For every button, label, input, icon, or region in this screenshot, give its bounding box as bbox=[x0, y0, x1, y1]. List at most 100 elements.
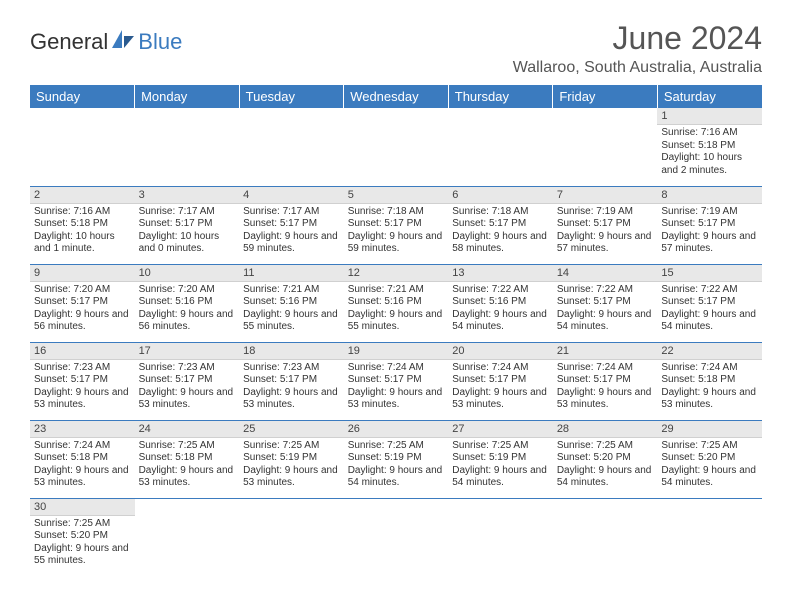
calendar-cell: 21Sunrise: 7:24 AMSunset: 5:17 PMDayligh… bbox=[553, 342, 658, 420]
daylight-text: Daylight: 9 hours and 53 minutes. bbox=[243, 387, 340, 412]
sunset-text: Sunset: 5:17 PM bbox=[139, 218, 236, 231]
sunrise-text: Sunrise: 7:25 AM bbox=[557, 440, 654, 453]
daylight-text: Daylight: 9 hours and 54 minutes. bbox=[348, 465, 445, 490]
day-data: Sunrise: 7:19 AMSunset: 5:17 PMDaylight:… bbox=[657, 204, 762, 260]
day-number-empty bbox=[448, 499, 553, 515]
sunset-text: Sunset: 5:17 PM bbox=[557, 374, 654, 387]
day-data: Sunrise: 7:23 AMSunset: 5:17 PMDaylight:… bbox=[239, 360, 344, 416]
sunrise-text: Sunrise: 7:18 AM bbox=[452, 206, 549, 219]
sunset-text: Sunset: 5:16 PM bbox=[348, 296, 445, 309]
month-title: June 2024 bbox=[513, 20, 762, 57]
day-data: Sunrise: 7:23 AMSunset: 5:17 PMDaylight:… bbox=[30, 360, 135, 416]
calendar-week-row: 9Sunrise: 7:20 AMSunset: 5:17 PMDaylight… bbox=[30, 264, 762, 342]
day-number: 4 bbox=[239, 187, 344, 204]
day-number: 29 bbox=[657, 421, 762, 438]
calendar-cell: 9Sunrise: 7:20 AMSunset: 5:17 PMDaylight… bbox=[30, 264, 135, 342]
day-number: 2 bbox=[30, 187, 135, 204]
calendar-cell bbox=[553, 108, 658, 186]
sunset-text: Sunset: 5:17 PM bbox=[452, 374, 549, 387]
daylight-text: Daylight: 10 hours and 1 minute. bbox=[34, 231, 131, 256]
day-data: Sunrise: 7:25 AMSunset: 5:19 PMDaylight:… bbox=[239, 438, 344, 494]
sunrise-text: Sunrise: 7:20 AM bbox=[139, 284, 236, 297]
sunset-text: Sunset: 5:17 PM bbox=[34, 296, 131, 309]
sunrise-text: Sunrise: 7:25 AM bbox=[452, 440, 549, 453]
sunrise-text: Sunrise: 7:25 AM bbox=[243, 440, 340, 453]
daylight-text: Daylight: 9 hours and 58 minutes. bbox=[452, 231, 549, 256]
daylight-text: Daylight: 9 hours and 53 minutes. bbox=[452, 387, 549, 412]
day-number: 8 bbox=[657, 187, 762, 204]
sunrise-text: Sunrise: 7:22 AM bbox=[557, 284, 654, 297]
day-number-empty bbox=[657, 499, 762, 515]
day-number: 25 bbox=[239, 421, 344, 438]
sunrise-text: Sunrise: 7:17 AM bbox=[243, 206, 340, 219]
weekday-header-row: Sunday Monday Tuesday Wednesday Thursday… bbox=[30, 85, 762, 108]
day-number: 23 bbox=[30, 421, 135, 438]
day-number-empty bbox=[448, 108, 553, 124]
daylight-text: Daylight: 9 hours and 53 minutes. bbox=[348, 387, 445, 412]
calendar-week-row: 23Sunrise: 7:24 AMSunset: 5:18 PMDayligh… bbox=[30, 420, 762, 498]
calendar-cell: 5Sunrise: 7:18 AMSunset: 5:17 PMDaylight… bbox=[344, 186, 449, 264]
calendar-cell bbox=[135, 108, 240, 186]
calendar-cell: 12Sunrise: 7:21 AMSunset: 5:16 PMDayligh… bbox=[344, 264, 449, 342]
day-number: 21 bbox=[553, 343, 658, 360]
calendar-cell: 10Sunrise: 7:20 AMSunset: 5:16 PMDayligh… bbox=[135, 264, 240, 342]
sunset-text: Sunset: 5:20 PM bbox=[557, 452, 654, 465]
daylight-text: Daylight: 9 hours and 53 minutes. bbox=[661, 387, 758, 412]
sunrise-text: Sunrise: 7:16 AM bbox=[661, 127, 758, 140]
calendar-cell: 6Sunrise: 7:18 AMSunset: 5:17 PMDaylight… bbox=[448, 186, 553, 264]
daylight-text: Daylight: 9 hours and 55 minutes. bbox=[34, 543, 131, 568]
calendar-cell: 20Sunrise: 7:24 AMSunset: 5:17 PMDayligh… bbox=[448, 342, 553, 420]
sunset-text: Sunset: 5:19 PM bbox=[348, 452, 445, 465]
day-data: Sunrise: 7:17 AMSunset: 5:17 PMDaylight:… bbox=[135, 204, 240, 260]
day-data: Sunrise: 7:24 AMSunset: 5:17 PMDaylight:… bbox=[553, 360, 658, 416]
sunset-text: Sunset: 5:17 PM bbox=[557, 296, 654, 309]
sunset-text: Sunset: 5:19 PM bbox=[243, 452, 340, 465]
sunset-text: Sunset: 5:17 PM bbox=[348, 218, 445, 231]
sunset-text: Sunset: 5:18 PM bbox=[34, 452, 131, 465]
calendar-cell: 22Sunrise: 7:24 AMSunset: 5:18 PMDayligh… bbox=[657, 342, 762, 420]
calendar-table: Sunday Monday Tuesday Wednesday Thursday… bbox=[30, 85, 762, 576]
day-data: Sunrise: 7:25 AMSunset: 5:18 PMDaylight:… bbox=[135, 438, 240, 494]
day-number: 30 bbox=[30, 499, 135, 516]
day-data: Sunrise: 7:19 AMSunset: 5:17 PMDaylight:… bbox=[553, 204, 658, 260]
calendar-cell: 8Sunrise: 7:19 AMSunset: 5:17 PMDaylight… bbox=[657, 186, 762, 264]
sunset-text: Sunset: 5:17 PM bbox=[34, 374, 131, 387]
day-number-empty bbox=[239, 499, 344, 515]
weekday-header: Thursday bbox=[448, 85, 553, 108]
day-data: Sunrise: 7:21 AMSunset: 5:16 PMDaylight:… bbox=[344, 282, 449, 338]
day-data: Sunrise: 7:24 AMSunset: 5:18 PMDaylight:… bbox=[657, 360, 762, 416]
day-data: Sunrise: 7:21 AMSunset: 5:16 PMDaylight:… bbox=[239, 282, 344, 338]
calendar-week-row: 1Sunrise: 7:16 AMSunset: 5:18 PMDaylight… bbox=[30, 108, 762, 186]
calendar-cell: 24Sunrise: 7:25 AMSunset: 5:18 PMDayligh… bbox=[135, 420, 240, 498]
day-data: Sunrise: 7:25 AMSunset: 5:20 PMDaylight:… bbox=[657, 438, 762, 494]
sunrise-text: Sunrise: 7:24 AM bbox=[34, 440, 131, 453]
sunset-text: Sunset: 5:17 PM bbox=[139, 374, 236, 387]
day-data: Sunrise: 7:22 AMSunset: 5:17 PMDaylight:… bbox=[657, 282, 762, 338]
sunset-text: Sunset: 5:18 PM bbox=[34, 218, 131, 231]
calendar-week-row: 2Sunrise: 7:16 AMSunset: 5:18 PMDaylight… bbox=[30, 186, 762, 264]
sunset-text: Sunset: 5:18 PM bbox=[661, 140, 758, 153]
day-data: Sunrise: 7:25 AMSunset: 5:20 PMDaylight:… bbox=[553, 438, 658, 494]
day-number: 18 bbox=[239, 343, 344, 360]
weekday-header: Sunday bbox=[30, 85, 135, 108]
calendar-cell bbox=[135, 498, 240, 576]
calendar-cell bbox=[30, 108, 135, 186]
day-number: 22 bbox=[657, 343, 762, 360]
daylight-text: Daylight: 9 hours and 53 minutes. bbox=[243, 465, 340, 490]
brand-part1: General bbox=[30, 29, 108, 55]
day-number: 17 bbox=[135, 343, 240, 360]
sunset-text: Sunset: 5:18 PM bbox=[139, 452, 236, 465]
day-number: 27 bbox=[448, 421, 553, 438]
day-number-empty bbox=[553, 108, 658, 124]
weekday-header: Saturday bbox=[657, 85, 762, 108]
calendar-week-row: 16Sunrise: 7:23 AMSunset: 5:17 PMDayligh… bbox=[30, 342, 762, 420]
sunrise-text: Sunrise: 7:24 AM bbox=[557, 362, 654, 375]
sunrise-text: Sunrise: 7:16 AM bbox=[34, 206, 131, 219]
sunrise-text: Sunrise: 7:23 AM bbox=[243, 362, 340, 375]
calendar-cell: 29Sunrise: 7:25 AMSunset: 5:20 PMDayligh… bbox=[657, 420, 762, 498]
sunset-text: Sunset: 5:17 PM bbox=[348, 374, 445, 387]
sunrise-text: Sunrise: 7:25 AM bbox=[34, 518, 131, 531]
day-number: 5 bbox=[344, 187, 449, 204]
day-number-empty bbox=[30, 108, 135, 124]
calendar-cell: 15Sunrise: 7:22 AMSunset: 5:17 PMDayligh… bbox=[657, 264, 762, 342]
